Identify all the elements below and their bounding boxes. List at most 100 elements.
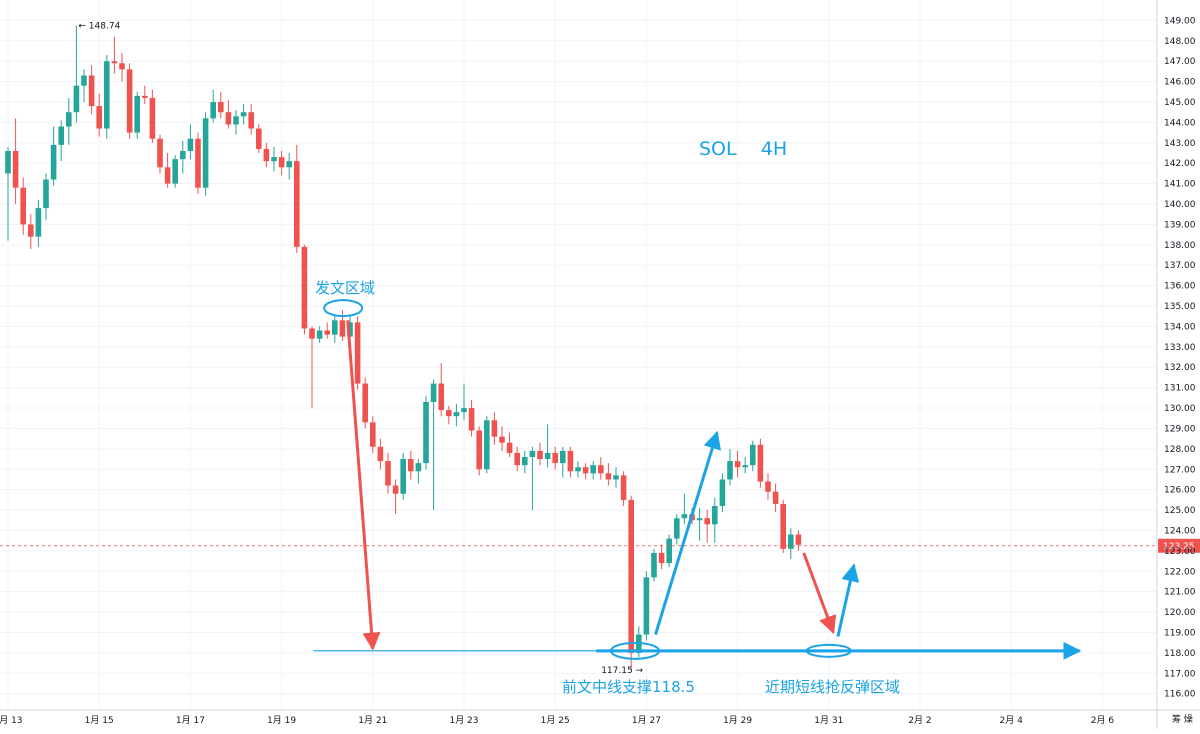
candle-up [727,461,733,480]
candle-down [514,452,521,466]
candle-down [506,442,513,453]
y-tick-label: 134.00 [1164,322,1196,332]
x-axis: 1月 13 1月 15 1月 17 1月 19 1月 21 1月 23 1月 25 1月 27… [0,709,1200,726]
candle-up [271,157,277,162]
y-tick-label: 140.00 [1164,200,1196,210]
axis-corner-label: 筹 燥 [1172,713,1193,725]
y-tick-label: 148.00 [1164,37,1196,47]
post-area-ellipse [323,299,364,318]
x-tick-label: 1月 15 [85,715,114,726]
candle-down [537,450,543,460]
candle-down [339,320,346,337]
candle-down [385,461,391,486]
red-arrow-down-1 [346,320,381,651]
candle-up [172,159,179,184]
candle-down [28,224,34,237]
candle-up [43,179,49,209]
candle-down [598,465,604,474]
candle-up [788,534,794,549]
candle-down [772,491,779,504]
candle-down [157,138,163,168]
annotation-rebound-area: 近期短线抢反弹区域 [765,678,900,696]
candle-down [658,552,665,564]
y-tick-label: 135.00 [1164,302,1196,312]
candle-up [590,465,596,474]
candle-down [567,450,574,472]
candle-up [332,320,338,335]
candle-down [552,452,558,464]
y-tick-label: 132.00 [1164,363,1196,373]
candle-up [400,459,407,494]
candle-up [134,95,140,133]
y-tick-label: 131.00 [1164,384,1196,394]
candle-up [575,467,581,472]
candle-up [50,144,57,180]
candle-down [195,138,201,188]
candle-down [248,112,254,129]
chart-title: SOL 4H [699,138,787,160]
y-tick-label: 122.00 [1164,567,1196,577]
y-tick-label: 146.00 [1164,78,1196,88]
candle-up [73,85,80,113]
x-tick-label: 2月 4 [1000,715,1024,726]
candle-up [423,401,429,464]
candle-up [415,463,422,472]
candle-up [484,420,490,470]
candle-up [643,577,650,635]
candle-down [126,69,133,133]
y-tick-label: 130.00 [1164,404,1196,414]
candle-down [88,75,95,107]
candle-down [765,481,771,492]
candle-down [263,148,270,162]
x-tick-label: 1月 25 [541,715,570,726]
candle-down [225,112,232,125]
candle-down [354,322,361,384]
candle-down [377,446,384,462]
rebound-area-ellipse [805,643,852,658]
y-tick-label: 137.00 [1164,261,1196,271]
candle-up [521,457,528,466]
candle-down [362,383,368,423]
candle-down [293,161,300,247]
y-tick-label: 121.00 [1164,588,1196,598]
y-tick-label: 124.00 [1164,526,1196,536]
red-arrow-down-2 [802,552,837,635]
current-price-tag [1158,538,1200,553]
candle-up [453,412,460,417]
candle-down [468,408,475,431]
y-tick-label: 141.00 [1164,180,1196,190]
candle-down [12,150,19,188]
candle-up [58,126,65,145]
candle-down [111,61,118,64]
candle-down [392,485,399,494]
candle-up [5,150,11,174]
candle-down [734,461,741,468]
x-tick-label: 1月 17 [176,715,205,726]
candle-down [20,187,26,225]
blue-arrow-up-2 [836,563,860,637]
candle-down [142,95,148,98]
overlays-layer: 123.25 ← 148.74 117.15 → [0,22,1200,676]
candle-up [179,150,186,160]
candle-up [347,322,353,337]
y-axis: 116.00 117.00 118.00 119.00 120.00 121.00 122.… [1156,0,1196,729]
candle-up [712,505,718,525]
y-tick-label: 149.00 [1164,16,1196,26]
candle-up [560,450,566,464]
candle-down [407,459,414,472]
y-tick-label: 127.00 [1164,465,1196,475]
candle-down [582,467,589,474]
y-tick-label: 119.00 [1164,628,1196,638]
y-tick-label: 138.00 [1164,241,1196,251]
y-tick-label: 139.00 [1164,220,1196,230]
candle-down [301,246,308,329]
candle-down [605,473,612,480]
candle-up [104,61,110,129]
candle-up [316,330,323,339]
candle-down [491,420,498,437]
y-tick-label: 116.00 [1164,690,1196,700]
annotation-post-area: 发文区域 [315,279,375,297]
y-tick-label: 118.00 [1164,649,1196,659]
y-tick-label: 128.00 [1164,445,1196,455]
